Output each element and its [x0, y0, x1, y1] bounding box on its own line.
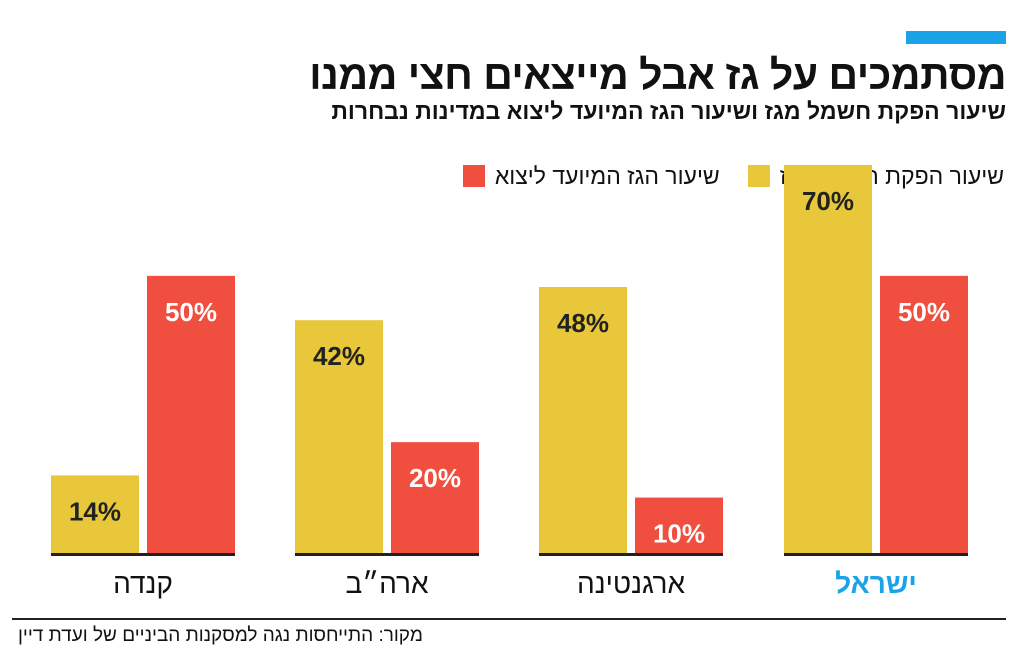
bar-label-electricity-3: 14%: [69, 496, 121, 526]
source-note: מקור: התייחסות נגה למסקנות הביניים של וע…: [18, 625, 423, 646]
category-label-0: ישראל: [835, 568, 917, 599]
chart-title: מסתמכים על גז אבל מייצאים חצי ממנו: [309, 52, 1006, 98]
category-label-1: ארגנטינה: [577, 568, 685, 599]
bar-electricity-2: [295, 320, 383, 553]
legend-swatch-electricity: [747, 165, 770, 187]
bar-export-2: [391, 442, 479, 553]
legend-swatch-export: [462, 165, 485, 187]
bar-export-3: [147, 275, 235, 553]
legend-label-export: שיעור הגז המיועד ליצוא: [494, 162, 720, 189]
bar-export-1: [635, 497, 723, 553]
bar-label-export-1: 10%: [653, 519, 705, 549]
bar-label-electricity-1: 48%: [557, 308, 609, 338]
bar-electricity-1: [539, 286, 627, 553]
category-label-3: קנדה: [113, 568, 173, 599]
bar-label-export-3: 50%: [165, 297, 217, 327]
accent-bar: [906, 31, 1006, 44]
category-label-2: ארה״ב: [345, 568, 429, 599]
bar-electricity-3: [51, 475, 139, 553]
bar-export-0: [880, 275, 968, 553]
bar-electricity-0: [784, 165, 872, 553]
legend-item-export: שיעור הגז המיועד ליצוא: [462, 162, 720, 190]
bar-label-electricity-2: 42%: [313, 341, 365, 371]
bar-label-export-2: 20%: [409, 463, 461, 493]
chart-subtitle: שיעור הפקת חשמל מגז ושיעור הגז המיועד לי…: [331, 98, 1006, 124]
bar-label-export-0: 50%: [898, 297, 950, 327]
bar-label-electricity-0: 70%: [802, 186, 854, 216]
